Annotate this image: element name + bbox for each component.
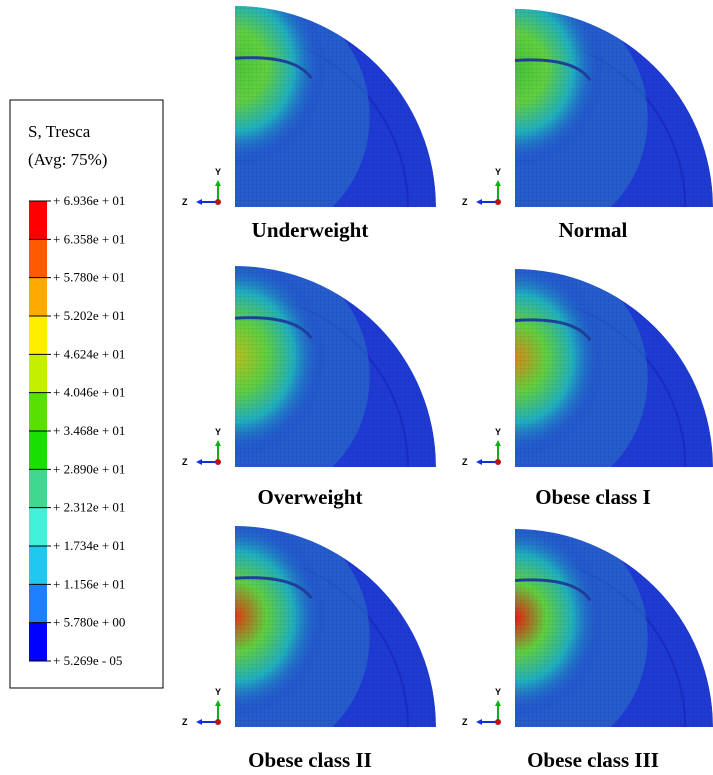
mesh bbox=[235, 526, 436, 727]
mesh bbox=[515, 9, 713, 207]
axis-label: Z bbox=[182, 197, 188, 207]
legend-band bbox=[29, 354, 47, 394]
axis-label: Z bbox=[462, 197, 468, 207]
legend-label: + 2.312e + 01 bbox=[53, 500, 125, 515]
legend-band bbox=[29, 316, 47, 355]
axis-label: Z bbox=[182, 457, 188, 467]
y-arrow bbox=[495, 700, 501, 706]
x-axis-dot bbox=[215, 719, 221, 725]
legend-band bbox=[29, 201, 47, 240]
mesh bbox=[235, 6, 436, 207]
panel-label: Normal bbox=[559, 218, 628, 242]
x-axis-dot bbox=[495, 719, 501, 725]
axis-label: Y bbox=[215, 427, 221, 437]
axis-label: Z bbox=[462, 457, 468, 467]
legend-label: + 5.780e + 01 bbox=[53, 270, 125, 285]
contour-plot bbox=[515, 529, 713, 727]
z-arrow bbox=[476, 459, 482, 465]
legend-label: + 4.624e + 01 bbox=[53, 346, 125, 361]
legend-label: + 3.468e + 01 bbox=[53, 423, 125, 438]
contour-plot bbox=[235, 266, 436, 467]
y-arrow bbox=[215, 180, 221, 186]
axis-label: Z bbox=[182, 717, 188, 727]
axis-label: Y bbox=[215, 687, 221, 697]
y-arrow bbox=[495, 180, 501, 186]
legend-label: + 4.046e + 01 bbox=[53, 385, 125, 400]
y-arrow bbox=[495, 440, 501, 446]
x-axis-dot bbox=[215, 459, 221, 465]
legend-label: + 1.156e + 01 bbox=[53, 576, 125, 591]
x-axis-dot bbox=[495, 199, 501, 205]
panel-label: Obese class I bbox=[535, 485, 651, 509]
legend-band bbox=[29, 469, 47, 509]
x-axis-dot bbox=[495, 459, 501, 465]
legend-label: + 5.780e + 00 bbox=[53, 615, 125, 630]
z-arrow bbox=[476, 719, 482, 725]
z-arrow bbox=[476, 199, 482, 205]
legend-band bbox=[29, 546, 47, 585]
panel-label: Obese class III bbox=[527, 748, 659, 772]
z-arrow bbox=[196, 459, 202, 465]
axis-label: Y bbox=[215, 167, 221, 177]
legend-band bbox=[29, 431, 47, 470]
legend-band bbox=[29, 622, 47, 662]
panel-label: Overweight bbox=[258, 485, 363, 509]
axis-label: Y bbox=[495, 427, 501, 437]
y-arrow bbox=[215, 440, 221, 446]
contour-plot bbox=[515, 9, 713, 207]
legend-label: + 2.890e + 01 bbox=[53, 461, 125, 476]
z-arrow bbox=[196, 199, 202, 205]
legend-title: S, Tresca bbox=[28, 122, 91, 141]
mesh bbox=[515, 269, 713, 467]
contour-plot bbox=[235, 6, 436, 207]
legend-band bbox=[29, 584, 47, 624]
legend-band bbox=[29, 239, 47, 279]
axis-label: Y bbox=[495, 167, 501, 177]
panel-label: Obese class II bbox=[248, 748, 372, 772]
z-arrow bbox=[196, 719, 202, 725]
legend-label: + 5.269e - 05 bbox=[53, 653, 122, 668]
legend-label: + 6.358e + 01 bbox=[53, 231, 125, 246]
mesh bbox=[515, 529, 713, 727]
legend-band bbox=[29, 507, 47, 547]
axis-label: Z bbox=[462, 717, 468, 727]
axis-label: Y bbox=[495, 687, 501, 697]
contour-plot bbox=[515, 269, 713, 467]
y-arrow bbox=[215, 700, 221, 706]
legend-label: + 1.734e + 01 bbox=[53, 538, 125, 553]
legend-band bbox=[29, 277, 47, 317]
x-axis-dot bbox=[215, 199, 221, 205]
legend-label: + 5.202e + 01 bbox=[53, 308, 125, 323]
legend-label: + 6.936e + 01 bbox=[53, 193, 125, 208]
contour-plot bbox=[235, 526, 436, 727]
legend-subtitle: (Avg: 75%) bbox=[28, 150, 107, 169]
legend-band bbox=[29, 392, 47, 432]
mesh bbox=[235, 266, 436, 467]
panel-label: Underweight bbox=[252, 218, 369, 242]
